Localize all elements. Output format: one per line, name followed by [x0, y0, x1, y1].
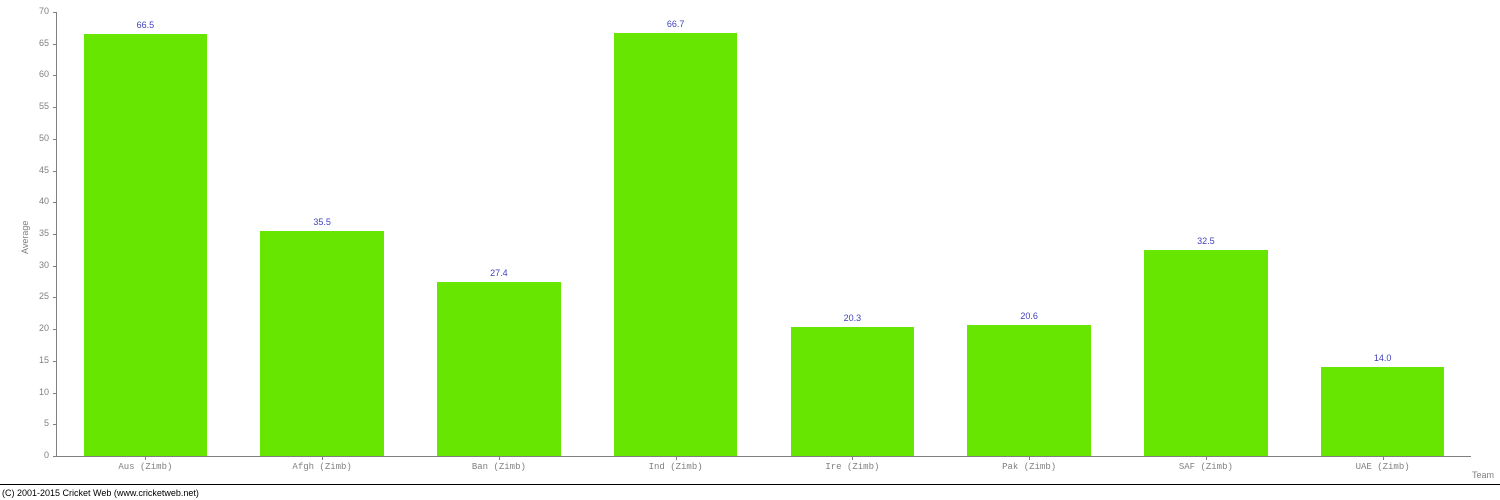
- y-tick-mark: [53, 297, 57, 298]
- y-tick-label: 25: [39, 291, 49, 301]
- y-tick-label: 0: [44, 450, 49, 460]
- bar: 35.5: [260, 231, 384, 456]
- x-tick-mark: [676, 456, 677, 460]
- x-tick-mark: [1383, 456, 1384, 460]
- y-tick-label: 35: [39, 228, 49, 238]
- x-tick-label: Ire (Zimb): [825, 462, 879, 472]
- y-tick-label: 55: [39, 101, 49, 111]
- x-axis-title: Team: [1472, 470, 1494, 480]
- y-tick-label: 50: [39, 133, 49, 143]
- bar: 66.5: [84, 34, 208, 456]
- y-tick-label: 65: [39, 38, 49, 48]
- x-tick-label: SAF (Zimb): [1179, 462, 1233, 472]
- x-tick-mark: [1029, 456, 1030, 460]
- y-tick-label: 5: [44, 418, 49, 428]
- y-tick-mark: [53, 139, 57, 140]
- bar: 20.3: [791, 327, 915, 456]
- y-tick-mark: [53, 171, 57, 172]
- bar-value-label: 35.5: [313, 217, 331, 227]
- x-tick-mark: [322, 456, 323, 460]
- bar-value-label: 20.3: [844, 313, 862, 323]
- y-axis-title: Average: [20, 221, 30, 254]
- bar-value-label: 20.6: [1020, 311, 1038, 321]
- bar: 66.7: [614, 33, 738, 456]
- bar: 27.4: [437, 282, 561, 456]
- y-tick-label: 30: [39, 260, 49, 270]
- x-tick-label: Aus (Zimb): [118, 462, 172, 472]
- y-tick-label: 40: [39, 196, 49, 206]
- y-tick-label: 15: [39, 355, 49, 365]
- x-tick-mark: [852, 456, 853, 460]
- y-tick-label: 10: [39, 387, 49, 397]
- x-tick-label: Pak (Zimb): [1002, 462, 1056, 472]
- x-tick-label: UAE (Zimb): [1356, 462, 1410, 472]
- x-tick-mark: [1206, 456, 1207, 460]
- x-tick-label: Afgh (Zimb): [292, 462, 351, 472]
- y-tick-mark: [53, 107, 57, 108]
- y-tick-label: 20: [39, 323, 49, 333]
- y-tick-mark: [53, 393, 57, 394]
- y-tick-label: 70: [39, 6, 49, 16]
- y-tick-mark: [53, 266, 57, 267]
- bar: 32.5: [1144, 250, 1268, 456]
- x-tick-label: Ban (Zimb): [472, 462, 526, 472]
- y-tick-mark: [53, 12, 57, 13]
- bar: 14.0: [1321, 367, 1445, 456]
- y-tick-mark: [53, 75, 57, 76]
- y-tick-label: 45: [39, 165, 49, 175]
- y-tick-mark: [53, 361, 57, 362]
- y-tick-mark: [53, 44, 57, 45]
- bar-value-label: 27.4: [490, 268, 508, 278]
- y-tick-mark: [53, 329, 57, 330]
- y-tick-mark: [53, 234, 57, 235]
- bar-value-label: 14.0: [1374, 353, 1392, 363]
- copyright-text: (C) 2001-2015 Cricket Web (www.cricketwe…: [2, 488, 199, 498]
- bar: 20.6: [967, 325, 1091, 456]
- x-tick-mark: [145, 456, 146, 460]
- plot-area: 0510152025303540455055606570Aus (Zimb)66…: [56, 12, 1471, 457]
- chart-wrapper: 0 5 10 15 20 25 30 35 40 45 50 55 60 65 70 Aus (Zimb) 66…: [0, 0, 1500, 500]
- bar-value-label: 66.7: [667, 19, 685, 29]
- bar-value-label: 66.5: [137, 20, 155, 30]
- y-tick-mark: [53, 456, 57, 457]
- y-tick-mark: [53, 424, 57, 425]
- x-tick-mark: [499, 456, 500, 460]
- y-tick-label: 60: [39, 69, 49, 79]
- x-tick-label: Ind (Zimb): [649, 462, 703, 472]
- copyright-line: [0, 484, 1500, 485]
- y-tick-mark: [53, 202, 57, 203]
- bar-value-label: 32.5: [1197, 236, 1215, 246]
